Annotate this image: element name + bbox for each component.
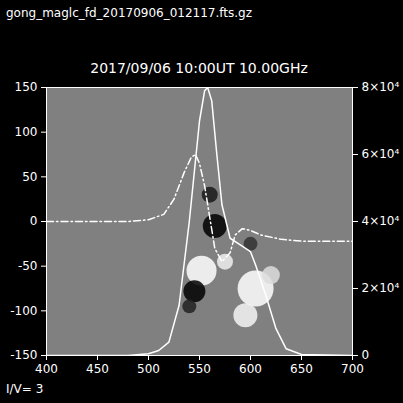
svg-text:150: 150 <box>15 80 38 94</box>
svg-text:-100: -100 <box>10 304 37 318</box>
svg-text:6×10⁴: 6×10⁴ <box>362 147 400 161</box>
svg-text:600: 600 <box>239 362 262 376</box>
svg-text:-150: -150 <box>10 348 37 362</box>
svg-text:8×10⁴: 8×10⁴ <box>362 80 400 94</box>
svg-text:-50: -50 <box>18 259 38 273</box>
html-text:2017/09/06 10:00UT 10.00GHz: 2017/09/06 10:00UT 10.00GHz <box>90 60 308 76</box>
svg-text:500: 500 <box>137 362 160 376</box>
svg-text:700: 700 <box>341 362 364 376</box>
svg-text:100: 100 <box>15 125 38 139</box>
html-text:gong_maglc_fd_20170906_012117.: gong_maglc_fd_20170906_012117.fts.gz <box>6 6 252 20</box>
svg-text:0: 0 <box>362 348 370 362</box>
svg-text:400: 400 <box>35 362 58 376</box>
html-text:I/V= 3: I/V= 3 <box>6 382 44 396</box>
svg-text:650: 650 <box>290 362 313 376</box>
svg-text:50: 50 <box>22 170 37 184</box>
svg-text:2×10⁴: 2×10⁴ <box>362 281 400 295</box>
svg-text:0: 0 <box>30 214 38 228</box>
svg-text:450: 450 <box>86 362 109 376</box>
svg-text:550: 550 <box>188 362 211 376</box>
svg-text:4×10⁴: 4×10⁴ <box>362 214 400 228</box>
